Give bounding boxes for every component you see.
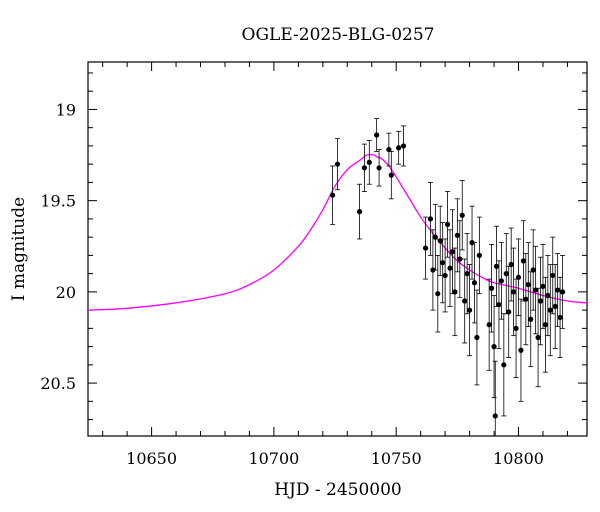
data-point [515, 274, 522, 280]
data-point [503, 271, 509, 277]
data-point [476, 252, 482, 258]
axis-ticks [88, 62, 587, 436]
data-point [442, 272, 448, 279]
plot-frame [87, 61, 588, 437]
y-tick-label: 19.5 [40, 192, 76, 211]
x-tick-label: 10800 [493, 449, 544, 468]
data-point [400, 143, 407, 149]
data-point [491, 344, 497, 350]
chart-title: OGLE-2025-BLG-0257 [242, 25, 435, 45]
data-point [474, 334, 480, 341]
data-point [506, 309, 512, 315]
data-point [486, 322, 492, 328]
data-point [449, 249, 456, 255]
data-point [422, 245, 429, 251]
data-point [462, 298, 468, 304]
data-point [464, 271, 470, 277]
data-point [559, 289, 566, 295]
data-point [386, 146, 392, 153]
data-point [552, 303, 558, 310]
data-point [508, 261, 514, 268]
data-point [528, 316, 534, 322]
data-point [427, 216, 434, 222]
data-point [471, 280, 478, 286]
data-point [452, 289, 458, 295]
data-point [388, 172, 394, 178]
data-points [330, 118, 566, 437]
data-point [550, 272, 556, 279]
data-point [555, 287, 561, 293]
tick-labels: 10650 10700 10750 10800 19 19.5 20 20.5 [40, 100, 544, 468]
data-point [513, 325, 519, 331]
data-point [396, 145, 402, 151]
data-point [440, 260, 446, 266]
data-point [489, 285, 495, 291]
data-point [498, 278, 504, 284]
data-point [501, 362, 507, 368]
data-point [432, 234, 438, 240]
data-point [437, 238, 443, 244]
data-point [457, 256, 463, 262]
data-point [530, 267, 536, 273]
y-tick-label: 19 [56, 100, 76, 119]
data-point [493, 263, 500, 269]
data-point [557, 314, 563, 321]
data-point [511, 289, 517, 295]
x-axis-label: HJD - 2450000 [274, 480, 402, 500]
y-tick-label: 20 [56, 283, 76, 302]
data-point [523, 296, 529, 302]
data-point [537, 298, 544, 304]
data-point [518, 347, 524, 353]
data-point [447, 265, 453, 271]
data-point [459, 212, 465, 218]
data-point [330, 192, 336, 198]
data-point [366, 159, 372, 165]
data-point [374, 132, 380, 138]
data-point [542, 322, 549, 328]
x-tick-label: 10700 [248, 449, 299, 468]
data-point [496, 302, 502, 308]
data-point [520, 258, 527, 264]
data-point [492, 413, 498, 419]
data-point [533, 287, 539, 293]
x-tick-label: 10650 [126, 449, 177, 468]
y-axis-label: I magnitude [9, 197, 29, 301]
data-point [535, 334, 541, 341]
data-point [356, 209, 363, 215]
data-point [361, 165, 368, 171]
data-point [454, 232, 460, 238]
y-tick-label: 20.5 [40, 374, 76, 393]
data-point [435, 291, 441, 297]
data-point [466, 307, 473, 313]
x-tick-label: 10750 [371, 449, 422, 468]
data-point [376, 165, 382, 171]
data-point [334, 161, 341, 167]
data-point [444, 221, 451, 227]
data-point [525, 281, 531, 288]
data-point [545, 292, 551, 299]
data-point [540, 283, 546, 289]
data-point [547, 307, 553, 313]
